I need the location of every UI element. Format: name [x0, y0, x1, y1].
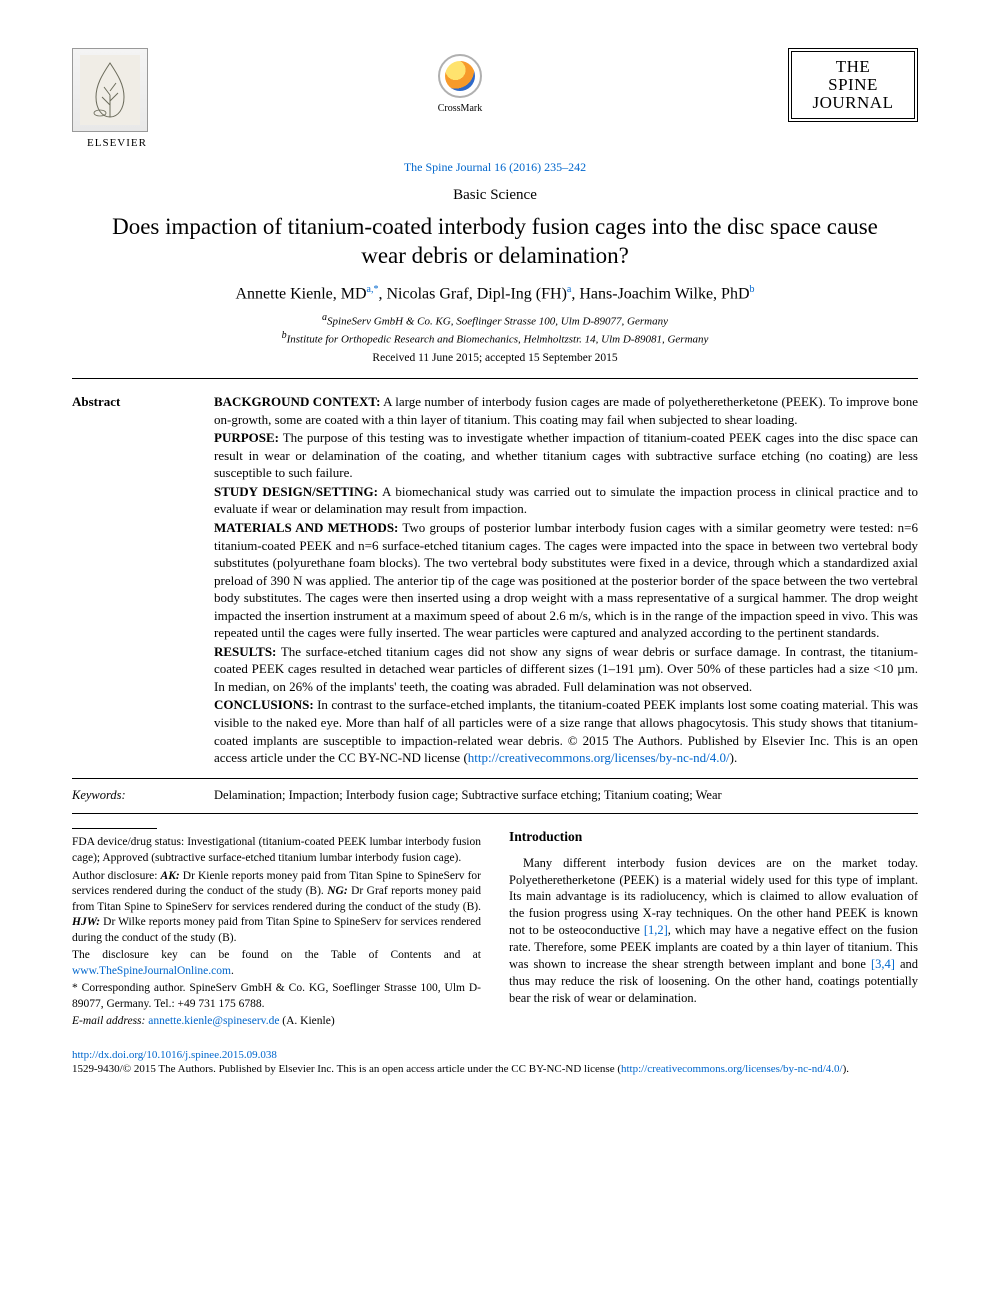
authors-line: Annette Kienle, MDa,*, Nicolas Graf, Dip…: [72, 283, 918, 305]
ref-link-3-4[interactable]: [3,4]: [871, 957, 895, 971]
journal-line-3: JOURNAL: [796, 94, 910, 112]
author-3: Hans-Joachim Wilke, PhD: [579, 285, 749, 302]
publisher-logo-block: ELSEVIER: [72, 48, 162, 151]
keywords-label: Keywords:: [72, 787, 192, 804]
article-title: Does impaction of titanium-coated interb…: [102, 213, 888, 271]
citation-line: The Spine Journal 16 (2016) 235–242: [72, 159, 918, 175]
author-2: Nicolas Graf, Dipl-Ing (FH): [387, 285, 567, 302]
abs-head-conclusions: CONCLUSIONS:: [214, 697, 314, 712]
citation-link[interactable]: The Spine Journal 16 (2016) 235–242: [404, 160, 586, 174]
crossmark-icon: [438, 54, 482, 98]
abs-head-design: STUDY DESIGN/SETTING:: [214, 484, 378, 499]
journal-title-box: THE SPINE JOURNAL: [788, 48, 918, 122]
ref-link-1-2[interactable]: [1,2]: [644, 923, 668, 937]
footnotes-column: FDA device/drug status: Investigational …: [72, 828, 481, 1031]
corresponding-email-link[interactable]: annette.kienle@spineserv.de: [148, 1015, 279, 1027]
page-footer: http://dx.doi.org/10.1016/j.spinee.2015.…: [72, 1048, 918, 1077]
journal-line-2: SPINE: [796, 76, 910, 94]
author-1-sup[interactable]: a,*: [367, 284, 379, 295]
abs-head-background: BACKGROUND CONTEXT:: [214, 394, 380, 409]
footnote-email: E-mail address: annette.kienle@spineserv…: [72, 1014, 481, 1030]
affiliation-b: bInstitute for Orthopedic Research and B…: [72, 329, 918, 347]
footer-license-link[interactable]: http://creativecommons.org/licenses/by-n…: [621, 1063, 843, 1075]
article-section-label: Basic Science: [72, 185, 918, 205]
crossmark-block[interactable]: CrossMark: [420, 54, 500, 116]
elsevier-tree-icon: [72, 48, 148, 132]
footnote-rule: [72, 828, 157, 829]
rule-bottom: [72, 813, 918, 814]
footnote-fda: FDA device/drug status: Investigational …: [72, 835, 481, 866]
abs-head-methods: MATERIALS AND METHODS:: [214, 520, 398, 535]
doi-link[interactable]: http://dx.doi.org/10.1016/j.spinee.2015.…: [72, 1049, 277, 1061]
journal-line-1: THE: [796, 58, 910, 76]
journal-logo-block: THE SPINE JOURNAL: [788, 48, 918, 122]
footnote-disclosure: Author disclosure: AK: Dr Kienle reports…: [72, 869, 481, 947]
footnote-corresponding: * Corresponding author. SpineServ GmbH &…: [72, 981, 481, 1012]
copyright-text: 1529-9430/© 2015 The Authors. Published …: [72, 1063, 621, 1075]
license-tail: ).: [730, 750, 738, 765]
introduction-column: Introduction Many different interbody fu…: [509, 828, 918, 1031]
abs-body-results: The surface-etched titanium cages did no…: [214, 644, 918, 694]
license-link[interactable]: http://creativecommons.org/licenses/by-n…: [468, 750, 730, 765]
disclosure-key-link[interactable]: www.TheSpineJournalOnline.com: [72, 965, 231, 977]
abs-head-purpose: PURPOSE:: [214, 430, 279, 445]
introduction-heading: Introduction: [509, 828, 918, 846]
footnote-disclosure-key: The disclosure key can be found on the T…: [72, 948, 481, 979]
keywords-block: Keywords: Delamination; Impaction; Inter…: [72, 779, 918, 814]
abs-body-purpose: The purpose of this testing was to inves…: [214, 430, 918, 480]
crossmark-label: CrossMark: [420, 102, 500, 116]
author-1: Annette Kienle, MD: [235, 285, 366, 302]
article-dates: Received 11 June 2015; accepted 15 Septe…: [72, 351, 918, 367]
abstract-label: Abstract: [72, 393, 192, 411]
page-header: ELSEVIER CrossMark THE SPINE JOURNAL: [72, 48, 918, 151]
copyright-tail: ).: [843, 1063, 849, 1075]
publisher-name: ELSEVIER: [72, 136, 162, 151]
abstract-block: Abstract BACKGROUND CONTEXT: A large num…: [72, 379, 918, 777]
introduction-body: Many different interbody fusion devices …: [509, 855, 918, 1007]
affiliation-a: aSpineServ GmbH & Co. KG, Soeflinger Str…: [72, 311, 918, 329]
abs-head-results: RESULTS:: [214, 644, 276, 659]
keywords-text: Delamination; Impaction; Interbody fusio…: [214, 787, 918, 804]
abs-body-methods: Two groups of posterior lumbar interbody…: [214, 520, 918, 640]
abstract-body: BACKGROUND CONTEXT: A large number of in…: [214, 393, 918, 767]
author-3-sup[interactable]: b: [750, 284, 755, 295]
two-column-body: FDA device/drug status: Investigational …: [72, 828, 918, 1031]
